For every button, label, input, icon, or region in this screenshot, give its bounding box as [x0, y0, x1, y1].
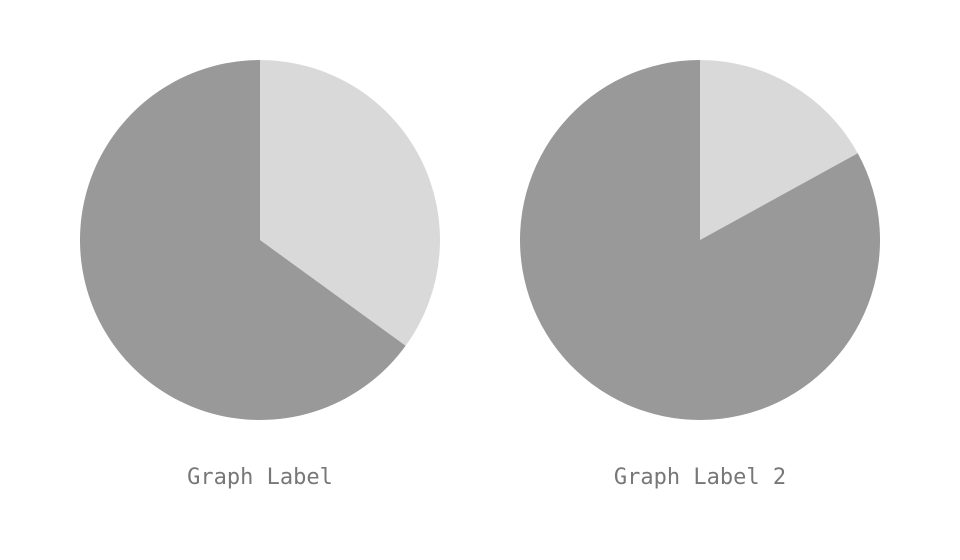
pie-chart-2	[520, 60, 881, 420]
pie-chart-2-slice-2	[520, 60, 881, 420]
pie-chart-1-label: Graph Label	[187, 465, 333, 490]
pie-chart-1	[79, 60, 440, 420]
pie-chart-1-slice-1	[260, 60, 440, 346]
pie-chart-2-label: Graph Label 2	[614, 465, 786, 490]
pie-chart-2-slice-1	[700, 60, 858, 240]
pie-chart-1-slice-2	[79, 60, 406, 420]
